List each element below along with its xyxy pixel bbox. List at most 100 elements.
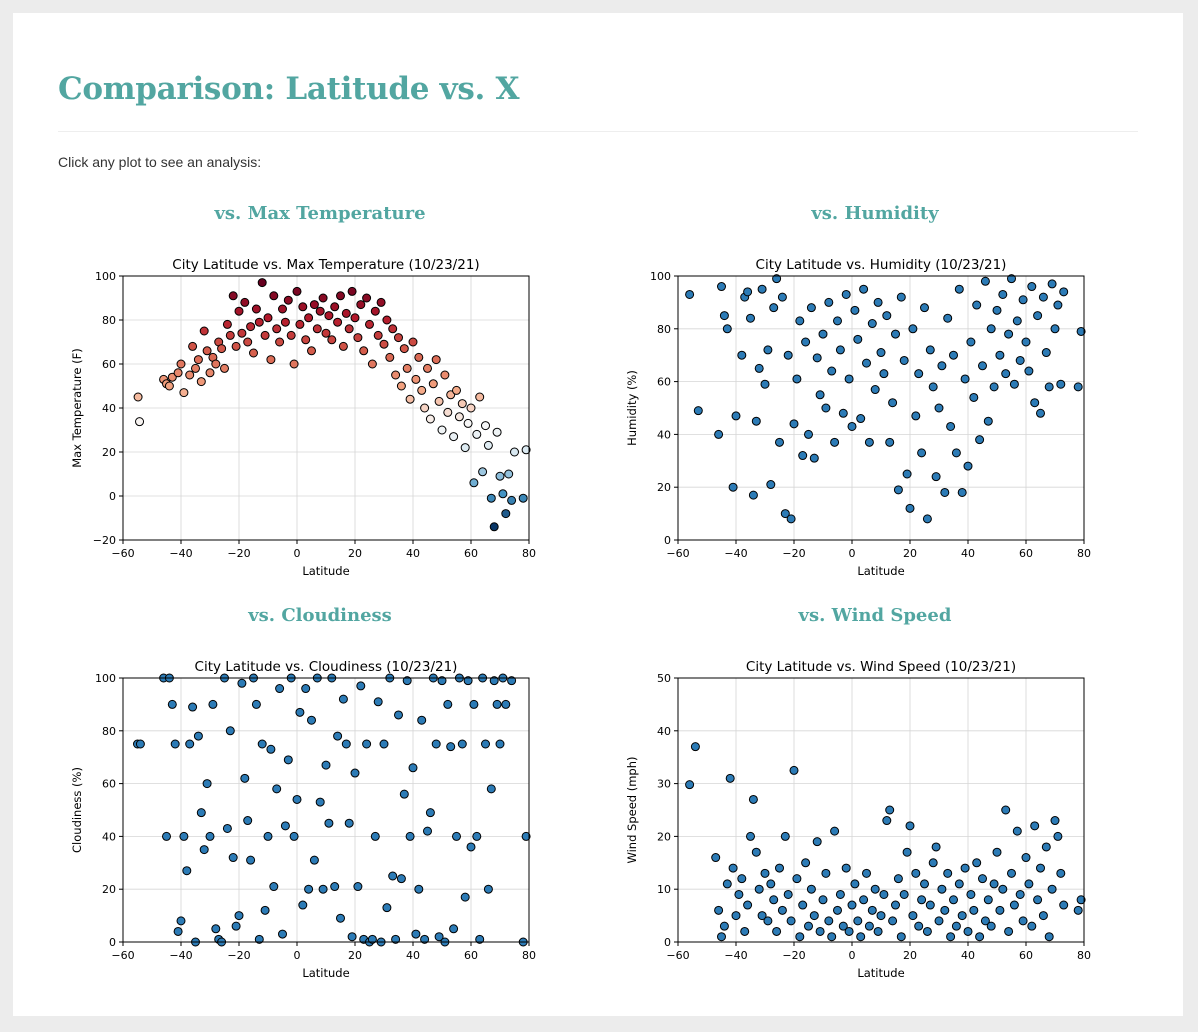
data-point (899, 355, 909, 365)
data-point (408, 763, 418, 773)
data-point (492, 427, 502, 437)
data-point (844, 374, 854, 384)
data-point (211, 924, 221, 934)
data-point (495, 739, 505, 749)
data-point (824, 916, 834, 926)
data-point (835, 345, 845, 355)
data-point (283, 755, 293, 765)
data-point (179, 388, 189, 398)
data-point (437, 425, 447, 435)
tick-label-x: −20 (782, 949, 805, 962)
data-point (986, 921, 996, 931)
data-point (353, 333, 363, 343)
tick-label-y: 20 (657, 481, 671, 494)
data-point (362, 293, 372, 303)
data-point (251, 699, 261, 709)
data-point (307, 346, 316, 356)
data-point (949, 895, 958, 905)
data-point (847, 421, 857, 431)
chart-max-temperature[interactable]: −60 −40 −20 0 20 40 60 80 −20 0 20 40 60 80 100 City La… (70, 257, 536, 578)
data-point (777, 292, 787, 302)
data-point (876, 911, 886, 921)
data-point (917, 448, 927, 458)
data-point (466, 403, 476, 413)
data-point (251, 304, 261, 314)
tick-label-x: −60 (111, 547, 134, 560)
data-point (841, 289, 851, 299)
data-point (411, 929, 421, 939)
data-point (1021, 337, 1031, 347)
data-point (341, 308, 351, 318)
data-point (992, 847, 1002, 857)
data-point (324, 818, 334, 828)
data-point (830, 437, 840, 447)
heading-humidity: vs. Humidity (811, 203, 939, 224)
data-point (772, 274, 782, 284)
chart-wind-speed[interactable]: −60 −40 −20 0 20 40 60 80 0 10 20 30 40 50 City Latitu… (625, 659, 1091, 980)
data-point (780, 509, 790, 519)
data-point (891, 329, 900, 339)
data-point (507, 676, 517, 686)
data-point (908, 324, 918, 334)
data-point (983, 895, 993, 905)
data-point (1001, 805, 1011, 815)
data-point (327, 335, 337, 345)
data-point (850, 879, 860, 889)
tick-label-x: −40 (724, 547, 747, 560)
data-point (452, 385, 461, 395)
data-point (321, 760, 331, 770)
tick-label-x: 0 (849, 547, 856, 560)
heading-wind-speed: vs. Wind Speed (798, 605, 952, 626)
data-point (280, 821, 290, 831)
data-point (763, 916, 773, 926)
data-point (905, 821, 915, 831)
data-point (998, 884, 1008, 894)
data-point (879, 369, 889, 379)
data-point (780, 831, 790, 841)
data-point (315, 797, 325, 807)
data-point (888, 398, 898, 408)
data-point (940, 905, 950, 915)
data-point (382, 315, 392, 325)
tick-label-y: 40 (657, 725, 671, 738)
tick-label-y: 0 (664, 936, 671, 949)
data-point (859, 284, 869, 294)
data-point (420, 934, 430, 944)
data-point (489, 522, 499, 532)
data-point (193, 355, 203, 365)
x-axis-label: Latitude (857, 966, 904, 980)
tick-label-y: 80 (102, 314, 116, 327)
data-point (347, 286, 357, 296)
data-point (1073, 905, 1083, 915)
data-point (943, 313, 953, 323)
data-point (783, 350, 793, 360)
data-point (414, 352, 424, 362)
tick-label-x: 60 (1019, 547, 1033, 560)
data-point (804, 429, 813, 439)
tick-label-y: 50 (657, 672, 671, 685)
chart-cloudiness[interactable]: −60 −40 −20 0 20 40 60 80 0 20 40 60 80 100 City Latit… (70, 659, 536, 980)
data-point (789, 765, 799, 775)
data-point (443, 407, 453, 417)
data-point (995, 905, 1005, 915)
data-point (1059, 287, 1069, 297)
data-point (452, 831, 461, 841)
chart-humidity[interactable]: −60 −40 −20 0 20 40 60 80 0 20 40 60 80 100 City Latit… (625, 257, 1091, 578)
y-axis-label: Cloudiness (%) (70, 767, 84, 853)
tick-label-x: −60 (666, 949, 689, 962)
data-point (170, 739, 180, 749)
data-point (231, 921, 241, 931)
data-point (722, 879, 732, 889)
data-point (167, 699, 177, 709)
data-point (911, 411, 921, 421)
data-point (862, 358, 871, 368)
data-point (135, 739, 145, 749)
data-point (246, 322, 256, 332)
tick-label-x: 80 (522, 949, 536, 962)
data-point (202, 779, 212, 789)
data-point (815, 390, 825, 400)
x-axis-label: Latitude (302, 966, 349, 980)
data-point (425, 808, 435, 818)
data-point (986, 324, 996, 334)
